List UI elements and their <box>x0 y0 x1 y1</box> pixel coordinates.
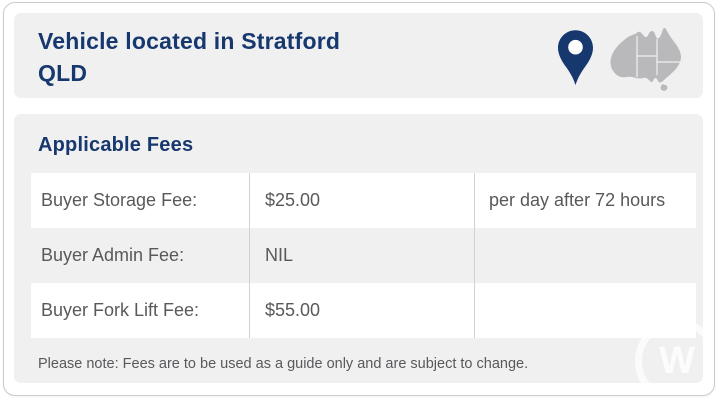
fee-condition: per day after 72 hours <box>489 190 666 210</box>
column-divider <box>249 173 250 338</box>
location-pin-icon <box>558 30 593 91</box>
fee-label: Buyer Admin Fee: <box>41 245 185 265</box>
watermark-glyph: W <box>659 339 695 382</box>
fee-row-storage: Buyer Storage Fee: $25.00 per day after … <box>31 173 696 228</box>
fees-disclaimer-note: Please note: Fees are to be used as a gu… <box>38 356 529 372</box>
watermark-logo: W <box>635 319 703 383</box>
location-title-line1: Vehicle located in Stratford <box>38 28 341 54</box>
fee-label: Buyer Storage Fee: <box>41 190 198 210</box>
fee-value: $55.00 <box>265 300 321 320</box>
australia-map-icon <box>605 26 695 97</box>
location-title-line2: QLD <box>38 60 88 86</box>
fees-table: Buyer Storage Fee: $25.00 per day after … <box>31 173 696 338</box>
fee-value: $25.00 <box>265 190 321 210</box>
fee-value: NIL <box>265 245 294 265</box>
location-title: Vehicle located in Stratford QLD <box>38 25 340 89</box>
fee-label: Buyer Fork Lift Fee: <box>41 300 200 320</box>
fee-row-admin: Buyer Admin Fee: NIL <box>31 228 696 283</box>
column-divider <box>474 173 475 338</box>
fee-row-forklift: Buyer Fork Lift Fee: $55.00 <box>31 283 696 338</box>
applicable-fees-panel: Applicable Fees Buyer Storage Fee: $25.0… <box>14 114 703 383</box>
vehicle-fees-card: Vehicle located in Stratford QLD <box>3 2 715 396</box>
fees-heading: Applicable Fees <box>38 134 194 156</box>
location-header-panel: Vehicle located in Stratford QLD <box>14 13 703 98</box>
